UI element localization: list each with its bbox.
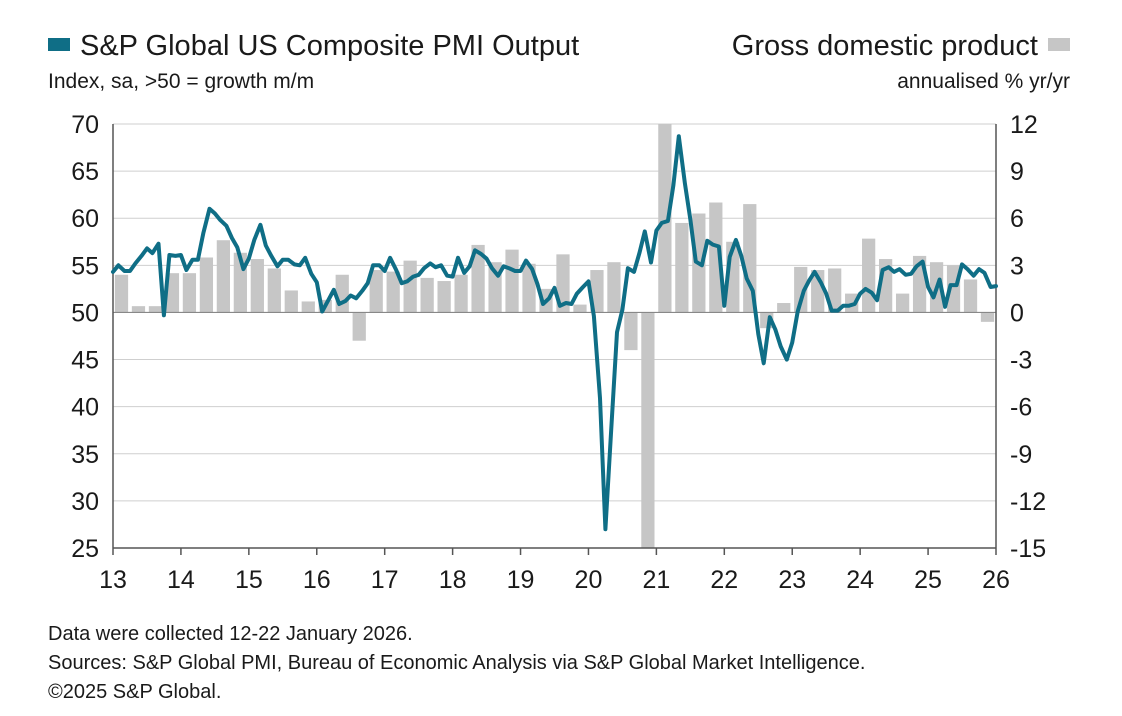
x-tick-label: 13: [99, 566, 127, 594]
gdp-bar: [573, 304, 587, 313]
gdp-bar: [743, 204, 757, 313]
gdp-bar: [641, 312, 655, 548]
right-tick-label: 3: [1010, 252, 1024, 280]
tick-labels: 70656055504540353025129630-3-6-9-12-1513…: [71, 111, 1046, 594]
gdp-bar: [454, 274, 468, 313]
gdp-bar: [182, 273, 197, 313]
left-tick-label: 45: [71, 347, 99, 375]
gdp-bar: [131, 306, 146, 313]
x-tick-label: 17: [371, 566, 399, 594]
gdp-bar: [777, 303, 791, 313]
left-tick-label: 35: [71, 441, 99, 469]
footer-sources: Sources: S&P Global PMI, Bureau of Econo…: [48, 652, 866, 674]
gdp-bar: [828, 268, 842, 313]
gdp-bar: [471, 244, 485, 313]
gdp-bar: [148, 306, 163, 313]
gdp-bar: [963, 279, 978, 313]
gdp-bar: [335, 274, 349, 313]
gdp-bar: [403, 260, 417, 313]
x-tick-label: 23: [778, 566, 806, 594]
right-tick-label: 12: [1010, 111, 1038, 139]
gdp-bar: [250, 259, 264, 313]
pmi-gdp-chart: 70656055504540353025129630-3-6-9-12-1513…: [71, 111, 1046, 594]
gdp-bar: [658, 124, 672, 313]
axes: [112, 124, 997, 555]
x-tick-label: 16: [303, 566, 331, 594]
gdp-bars: [114, 124, 995, 548]
x-tick-label: 14: [167, 566, 195, 594]
footer-copyright: ©2025 S&P Global.: [48, 681, 222, 703]
right-tick-label: 0: [1010, 299, 1024, 327]
grid-layer: [113, 123, 996, 549]
right-tick-label: -3: [1010, 347, 1032, 375]
x-tick-label: 20: [575, 566, 603, 594]
gdp-bar: [267, 268, 281, 313]
left-tick-label: 55: [71, 252, 99, 280]
pmi-legend-label: S&P Global US Composite PMI Output: [80, 30, 580, 62]
x-tick-label: 24: [846, 566, 874, 594]
gdp-bar: [794, 266, 808, 313]
gdp-bar: [369, 270, 383, 313]
left-tick-label: 70: [71, 111, 99, 139]
pmi-series-line: [111, 134, 998, 532]
footer-collection-note: Data were collected 12-22 January 2026.: [48, 623, 413, 645]
gdp-bar: [114, 274, 129, 313]
x-tick-label: 19: [507, 566, 535, 594]
gdp-bar: [420, 277, 434, 313]
left-tick-label: 25: [71, 535, 99, 563]
gdp-axis-subtitle: annualised % yr/yr: [897, 70, 1070, 93]
right-tick-label: 6: [1010, 205, 1024, 233]
left-tick-label: 60: [71, 205, 99, 233]
x-tick-label: 22: [710, 566, 738, 594]
x-tick-label: 21: [642, 566, 670, 594]
gdp-legend-label: Gross domestic product: [731, 30, 1038, 62]
gdp-bar: [437, 281, 451, 313]
right-tick-label: 9: [1010, 158, 1024, 186]
left-tick-label: 30: [71, 488, 99, 516]
gdp-bar: [199, 257, 214, 313]
x-tick-label: 15: [235, 566, 263, 594]
gdp-swatch-icon: [1048, 37, 1070, 51]
left-tick-label: 40: [71, 394, 99, 422]
gdp-bar: [980, 312, 995, 322]
gdp-bar: [505, 249, 519, 313]
gdp-bar: [522, 263, 536, 313]
left-tick-label: 50: [71, 299, 99, 327]
gdp-bar: [556, 254, 570, 313]
x-tick-label: 18: [439, 566, 467, 594]
pmi-axis-subtitle: Index, sa, >50 = growth m/m: [48, 70, 315, 93]
gdp-bar: [284, 290, 298, 313]
gdp-bar: [895, 293, 910, 313]
gdp-bar: [624, 312, 638, 351]
right-tick-label: -6: [1010, 394, 1032, 422]
left-tick-label: 65: [71, 158, 99, 186]
gdp-bar: [165, 273, 180, 313]
x-tick-label: 25: [914, 566, 942, 594]
right-tick-label: -12: [1010, 488, 1046, 516]
gdp-bar: [675, 222, 689, 313]
pmi-legend: S&P Global US Composite PMI Output: [48, 30, 579, 63]
gdp-bar: [862, 238, 876, 313]
chart-footer: Data were collected 12-22 January 2026. …: [48, 620, 865, 707]
gdp-bar: [386, 271, 400, 313]
pmi-line-layer: [111, 134, 998, 532]
gdp-bar: [216, 240, 230, 313]
gdp-bar: [607, 262, 621, 313]
gdp-bar: [301, 301, 315, 313]
right-tick-label: -15: [1010, 535, 1046, 563]
gdp-bar: [709, 202, 723, 313]
x-tick-label: 26: [982, 566, 1010, 594]
pmi-swatch-icon: [48, 37, 70, 51]
gdp-legend: Gross domestic product: [732, 30, 1070, 63]
gdp-bar: [352, 312, 366, 341]
right-tick-label: -9: [1010, 441, 1032, 469]
